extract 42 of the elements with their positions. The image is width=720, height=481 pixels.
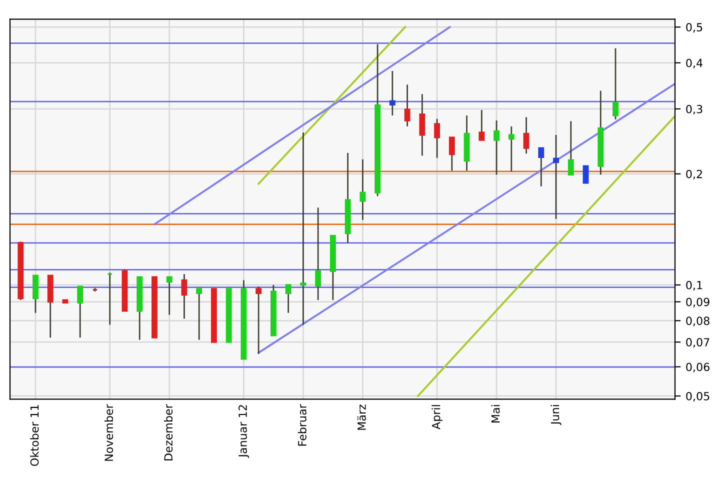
candlestick	[32, 274, 38, 314]
candlestick	[478, 109, 485, 141]
candlestick	[568, 120, 574, 176]
candlestick	[404, 84, 410, 128]
x-tick-label: Mai	[491, 405, 500, 422]
x-tick-label: Oktober 11	[30, 405, 39, 466]
candlestick	[508, 126, 514, 172]
x-tick-label: Dezember	[164, 404, 173, 460]
candlestick	[523, 116, 530, 154]
candlestick	[315, 206, 322, 301]
candlestick	[612, 48, 618, 120]
candlestick	[389, 70, 396, 116]
candlestick	[538, 147, 544, 188]
candlestick	[582, 165, 589, 184]
candlestick	[285, 284, 292, 314]
y-tick-label: 0,05	[686, 392, 710, 402]
x-tick-label: April	[432, 405, 442, 430]
candlestick	[256, 286, 262, 355]
y-tick-label: 0,2	[686, 170, 702, 180]
candlestick	[181, 273, 188, 320]
candlestick	[434, 118, 440, 159]
candlestick	[448, 136, 455, 172]
candlestick	[419, 93, 426, 156]
candlestick	[553, 134, 559, 220]
x-tick-label: November	[104, 404, 114, 461]
candlestick	[196, 288, 202, 341]
candlestick	[360, 158, 366, 221]
candlestick	[166, 276, 172, 316]
y-tick-label: 0,09	[686, 298, 710, 308]
y-tick-label: 0,07	[686, 338, 710, 348]
candlestick	[77, 286, 84, 338]
x-tick-label: Januar 12	[238, 405, 249, 458]
x-tick-label: Juni	[550, 405, 562, 426]
x-tick-label: März	[357, 404, 366, 430]
x-tick-label: Februar	[298, 404, 306, 446]
y-tick-label: 0,1	[686, 280, 702, 290]
y-tick-label: 0,3	[686, 104, 702, 114]
y-tick-label: 0,06	[686, 362, 710, 372]
y-tick-label: 0,5	[686, 23, 702, 33]
y-tick-label: 0,08	[686, 316, 710, 326]
candlestick	[494, 120, 500, 176]
y-tick-label: 0,4	[686, 58, 702, 68]
